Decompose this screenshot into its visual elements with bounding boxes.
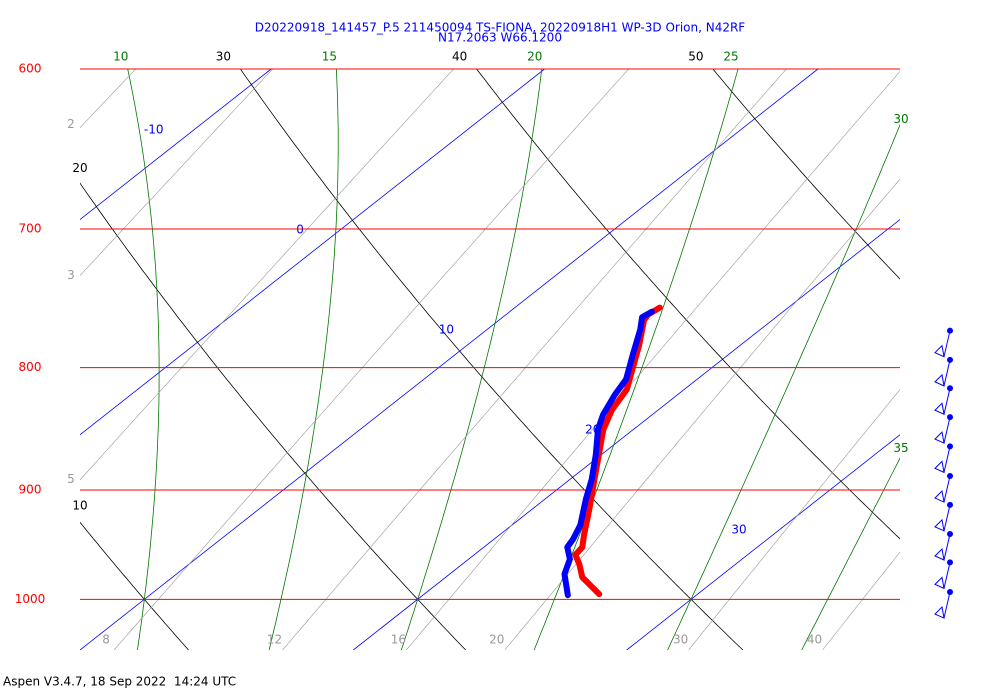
dry-adiabat (80, 521, 189, 650)
barb-dot (947, 589, 953, 596)
barb-dot (947, 385, 953, 392)
barb-staff (943, 562, 951, 589)
mixing-ratio-label: 40 (807, 633, 822, 647)
barb-flag (934, 431, 945, 444)
y-tick-label: 600 (19, 62, 42, 76)
barb-dot (947, 501, 953, 508)
mixing-ratio-line (80, 69, 454, 481)
isotherm-label: -10 (144, 123, 164, 137)
moist-adiabat (400, 69, 543, 650)
isotherm (80, 69, 819, 650)
wind-barb (934, 443, 953, 474)
barb-dot (947, 356, 953, 363)
moist-adiabat (801, 457, 900, 650)
barb-staff (943, 416, 951, 444)
moist-adiabat-label: 25 (723, 50, 738, 64)
mixing-ratio-line (113, 69, 629, 650)
y-tick-label: 700 (19, 222, 42, 236)
chart-title: D20220918_141457_P.5 211450094 TS-FIONA,… (255, 21, 746, 35)
barb-dot (947, 531, 953, 538)
wind-barb (934, 414, 953, 444)
dry-adiabat-label: 10 (72, 499, 87, 513)
barb-staff (943, 475, 951, 503)
mixing-ratio-label: 30 (673, 633, 688, 647)
isotherm (80, 69, 272, 221)
barb-flag (934, 460, 945, 474)
wind-barb (934, 589, 953, 619)
moist-adiabat (268, 69, 339, 650)
moist-adiabat-label: 15 (322, 50, 337, 64)
isotherm-label: 30 (731, 523, 746, 537)
mixing-ratio-line (822, 551, 900, 650)
mixing-ratio-line (282, 69, 787, 650)
mixing-ratio-label: 2 (67, 117, 75, 131)
dry-adiabat-label: 30 (216, 50, 231, 64)
moist-adiabat-label: 30 (893, 112, 908, 126)
barb-staff (943, 504, 951, 531)
chart-subtitle: N17.2063 W66.1200 (438, 31, 562, 45)
mixing-ratio-label: 12 (267, 633, 282, 647)
barb-flag (934, 606, 945, 619)
barb-staff (943, 591, 951, 619)
y-tick-label: 900 (19, 482, 42, 496)
barb-flag (934, 547, 945, 561)
wind-barb (934, 473, 953, 503)
isotherm (626, 434, 900, 650)
moist-adiabat (127, 69, 160, 650)
moist-adiabat (667, 123, 900, 650)
dry-adiabat-label: 20 (72, 161, 87, 175)
wind-barb (934, 531, 953, 561)
dry-adiabat-label: 50 (688, 50, 703, 64)
mixing-ratio-line (504, 178, 900, 650)
barb-flag (934, 576, 945, 590)
footer: Aspen V3.4.7, 18 Sep 2022 14:24 UTC (3, 675, 236, 689)
barb-staff (943, 388, 951, 415)
dry-adiabat (712, 69, 900, 280)
dry-adiabat (80, 182, 466, 650)
mixing-ratio-label: 5 (67, 472, 75, 486)
sounding-trace (561, 308, 655, 599)
barb-flag (934, 489, 945, 503)
mixing-ratio-line (80, 69, 273, 277)
barb-staff (943, 446, 951, 473)
isotherm-label: 10 (439, 323, 454, 337)
labels: 6007008009001000-10010203010203040501015… (15, 50, 909, 647)
plot-area (80, 69, 900, 650)
y-tick-label: 1000 (15, 592, 46, 606)
wind-barb (934, 559, 953, 590)
wind-barb (934, 385, 953, 416)
dry-adiabat-label: 40 (452, 50, 467, 64)
moist-adiabat-label: 35 (893, 441, 908, 455)
barb-dot (947, 559, 953, 566)
moist-adiabat-label: 20 (527, 50, 542, 64)
dry-adiabat (476, 69, 900, 540)
mixing-ratio-label: 3 (67, 268, 75, 282)
barb-flag (934, 402, 945, 416)
sounding-trace (572, 304, 663, 598)
mixing-ratio-label: 8 (102, 633, 110, 647)
y-tick-label: 800 (19, 360, 42, 374)
barb-flag (934, 344, 945, 358)
mixing-ratio-label: 20 (489, 633, 504, 647)
wind-barb (934, 356, 953, 387)
barb-flag (934, 518, 945, 532)
mixing-ratio-line (688, 389, 900, 650)
barb-dot (947, 327, 953, 334)
barb-staff (943, 533, 951, 561)
barb-dot (947, 414, 953, 421)
barb-flag (934, 373, 945, 387)
wind-barb (934, 501, 953, 532)
isotherm (353, 219, 900, 650)
barb-staff (943, 359, 951, 386)
wind-barb (934, 327, 953, 358)
barb-staff (943, 330, 951, 357)
barb-dot (947, 473, 953, 480)
moist-adiabat-label: 10 (113, 50, 128, 64)
dry-adiabat (240, 69, 744, 650)
isotherm (80, 69, 545, 436)
barb-dot (947, 443, 953, 450)
mixing-ratio-label: 16 (391, 633, 406, 647)
